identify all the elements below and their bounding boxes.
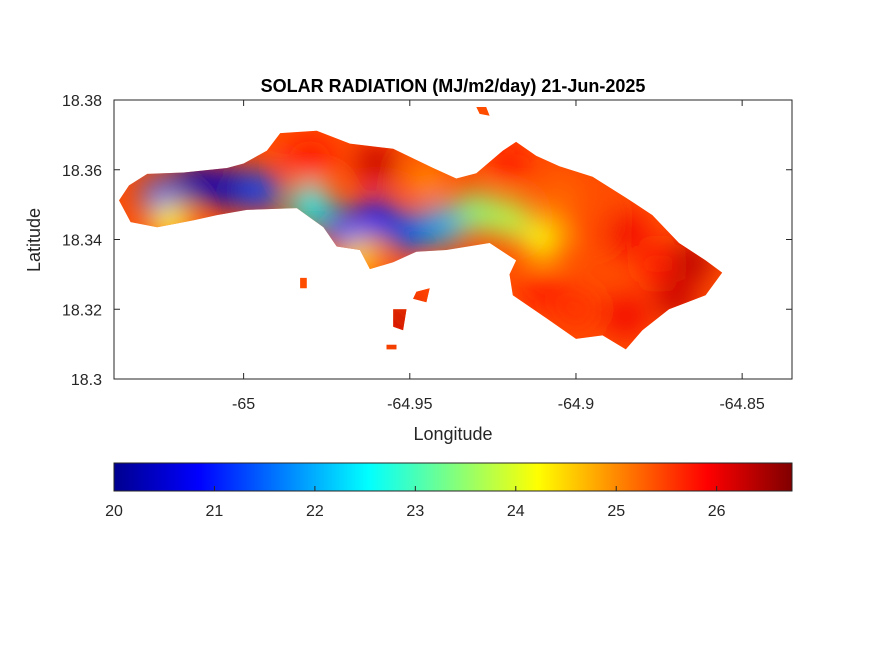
radiation-sample: [389, 212, 430, 253]
radiation-sample: [539, 177, 580, 218]
colorbar-tick-label: 24: [507, 503, 525, 520]
radiation-sample: [356, 142, 397, 183]
radiation-sample: [406, 160, 447, 201]
colorbar-tick-label: 25: [607, 503, 625, 520]
colorbar-tick-label: 20: [105, 503, 123, 520]
y-tick-label: 18.34: [62, 233, 102, 250]
radiation-sample: [356, 198, 397, 239]
colorbar-tick-label: 23: [406, 503, 424, 520]
colorbar-tick-label: 22: [306, 503, 324, 520]
radiation-sample: [240, 170, 281, 211]
colorbar-tick-label: 26: [708, 503, 726, 520]
radiation-sample: [556, 289, 596, 330]
x-tick-label: -64.85: [719, 396, 764, 413]
radiation-sample: [207, 167, 247, 208]
radiation-sample: [605, 212, 646, 253]
y-tick-label: 18.36: [62, 163, 102, 180]
radiation-sample: [522, 219, 563, 260]
radiation-sample: [522, 271, 563, 312]
colorbar: [113, 462, 793, 492]
radiation-sample: [423, 205, 463, 246]
radiation-sample: [173, 163, 214, 204]
y-tick-label: 18.38: [62, 93, 102, 110]
x-tick-label: -64.95: [387, 396, 432, 413]
x-tick-label: -64.9: [558, 396, 595, 413]
y-tick-label: 18.3: [71, 372, 102, 389]
radiation-sample: [572, 202, 613, 243]
colorbar-tick-label: 21: [206, 503, 224, 520]
radiation-sample: [456, 191, 497, 232]
radiation-sample: [290, 139, 331, 180]
y-axis-label: Latitude: [24, 208, 44, 272]
chart-title: SOLAR RADIATION (MJ/m2/day) 21-Jun-2025: [261, 76, 646, 96]
colorbar-ticks: 20 21 22 23 24 25 26: [105, 486, 726, 520]
radiation-sample: [605, 296, 646, 337]
x-axis: -65 -64.95 -64.9 -64.85: [232, 100, 765, 413]
y-axis: 18.3 18.32 18.34 18.36 18.38: [62, 93, 792, 389]
y-tick-label: 18.32: [62, 302, 102, 319]
x-axis-label: Longitude: [413, 424, 492, 444]
radiation-sample: [489, 198, 530, 239]
x-tick-label: -65: [232, 396, 255, 413]
radiation-sample: [639, 243, 680, 284]
